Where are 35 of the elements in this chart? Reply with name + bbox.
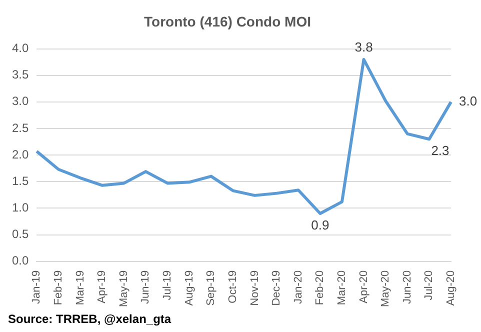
y-tick-label: 0.5 bbox=[12, 227, 29, 242]
y-tick-label: 3.0 bbox=[12, 94, 29, 108]
y-tick-label: 1.0 bbox=[12, 200, 29, 215]
x-tick-label: Jan-20 bbox=[292, 270, 304, 304]
x-tick-label: May-20 bbox=[380, 270, 392, 308]
x-tick-label: Jul-20 bbox=[423, 270, 436, 300]
x-tick-label: Apr-19 bbox=[96, 270, 108, 304]
x-tick-label: Mar-19 bbox=[74, 270, 86, 306]
x-tick-label: Apr-20 bbox=[358, 270, 370, 304]
x-tick-label: May-19 bbox=[118, 270, 130, 308]
x-tick-label: Dec-19 bbox=[270, 270, 283, 306]
x-tick-label: Jun-20 bbox=[401, 270, 414, 304]
y-tick-label: 2.0 bbox=[12, 147, 29, 162]
x-tick-label: Aug-20 bbox=[445, 270, 458, 306]
data-label: 2.3 bbox=[431, 143, 450, 158]
source-note: Source: TRREB, @xelan_gta bbox=[8, 312, 172, 326]
x-tick-label: Feb-20 bbox=[314, 270, 326, 306]
x-tick-label: Aug-19 bbox=[183, 270, 196, 306]
chart-title: Toronto (416) Condo MOI bbox=[144, 13, 311, 30]
x-tick-label: Oct-19 bbox=[226, 270, 239, 304]
y-tick-label: 2.5 bbox=[12, 120, 29, 135]
y-tick-label: 4.0 bbox=[12, 41, 29, 56]
x-tick-label: Jun-19 bbox=[140, 270, 152, 304]
y-tick-label: 0.0 bbox=[12, 254, 29, 268]
x-tick-label: Feb-19 bbox=[52, 270, 65, 306]
x-tick-label: Jul-19 bbox=[162, 270, 174, 300]
data-label: 3.8 bbox=[354, 40, 373, 55]
x-tick-label: Mar-20 bbox=[336, 270, 348, 306]
y-tick-label: 3.5 bbox=[12, 68, 29, 82]
data-label: 3.0 bbox=[459, 94, 478, 109]
x-tick-label: Sep-19 bbox=[205, 270, 218, 306]
x-tick-label: Nov-19 bbox=[248, 270, 261, 306]
x-tick-label: Jan-19 bbox=[30, 270, 43, 304]
y-tick-label: 1.5 bbox=[12, 174, 29, 188]
data-label: 0.9 bbox=[311, 218, 330, 233]
